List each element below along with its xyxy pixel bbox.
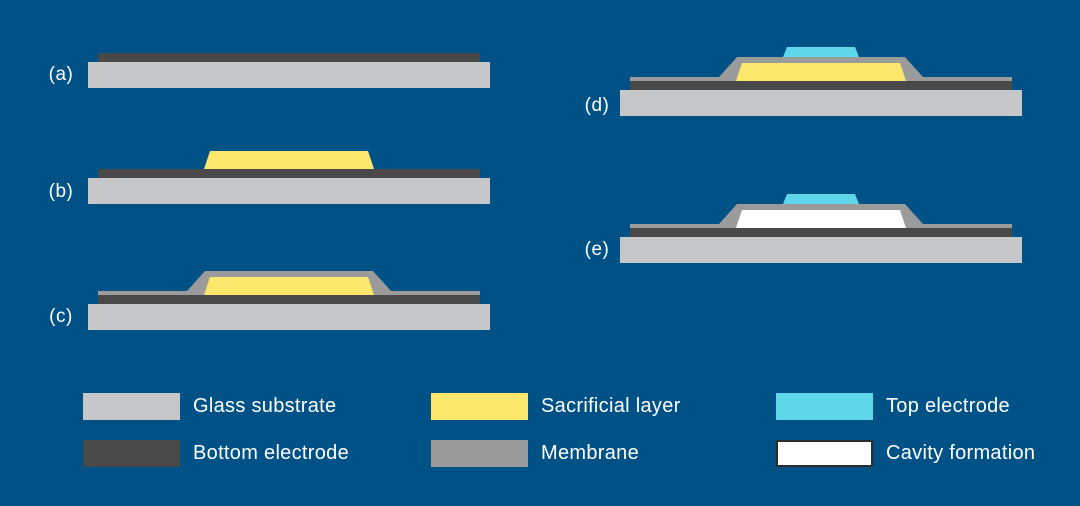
- layer-sacrificial: [204, 151, 374, 169]
- legend-item-glass-substrate: Glass substrate: [83, 393, 336, 420]
- legend-swatch-top-electrode: [776, 393, 873, 420]
- step-b-cross-section: [88, 151, 490, 204]
- step-b-label: (b): [48, 181, 74, 202]
- layer-sacrificial: [736, 63, 906, 81]
- legend-label-top-electrode: Top electrode: [886, 395, 1010, 417]
- layer-bottom-electrode: [630, 228, 1012, 237]
- legend-item-bottom-electrode: Bottom electrode: [83, 440, 349, 467]
- legend-label-glass-substrate: Glass substrate: [193, 395, 337, 417]
- layer-top-electrode: [783, 194, 859, 204]
- layer-substrate: [620, 237, 1022, 263]
- legend-swatch-membrane: [431, 440, 528, 467]
- step-d-label: (d): [584, 95, 610, 116]
- step-a-cross-section: [88, 53, 490, 88]
- legend-swatch-glass-substrate: [83, 393, 180, 420]
- layer-bottom-electrode: [98, 53, 480, 62]
- legend-item-membrane: Membrane: [431, 440, 639, 467]
- legend-label-sacrificial-layer: Sacrificial layer: [541, 395, 681, 417]
- layer-substrate: [620, 90, 1022, 116]
- legend-label-membrane: Membrane: [541, 442, 639, 464]
- layer-substrate: [88, 178, 490, 204]
- step-a-label: (a): [48, 64, 74, 85]
- layer-substrate: [88, 62, 490, 88]
- legend-swatch-cavity-formation: [776, 440, 873, 467]
- layer-substrate: [88, 304, 490, 330]
- step-e-cross-section: [620, 194, 1022, 263]
- step-d-cross-section: [620, 47, 1022, 116]
- layer-bottom-electrode: [98, 295, 480, 304]
- layer-bottom-electrode: [630, 81, 1012, 90]
- legend-label-bottom-electrode: Bottom electrode: [193, 442, 349, 464]
- legend-item-sacrificial-layer: Sacrificial layer: [431, 393, 681, 420]
- legend-swatch-bottom-electrode: [83, 440, 180, 467]
- layer-cavity: [736, 210, 906, 228]
- step-c-label: (c): [49, 306, 73, 327]
- step-c-cross-section: [88, 271, 490, 330]
- legend-item-cavity-formation: Cavity formation: [776, 440, 1035, 467]
- layer-top-electrode: [783, 47, 859, 57]
- legend-swatch-sacrificial-layer: [431, 393, 528, 420]
- step-e-label: (e): [584, 239, 610, 260]
- layer-sacrificial: [204, 277, 374, 295]
- layer-bottom-electrode: [98, 169, 480, 178]
- legend-label-cavity-formation: Cavity formation: [886, 442, 1036, 464]
- legend-item-top-electrode: Top electrode: [776, 393, 1010, 420]
